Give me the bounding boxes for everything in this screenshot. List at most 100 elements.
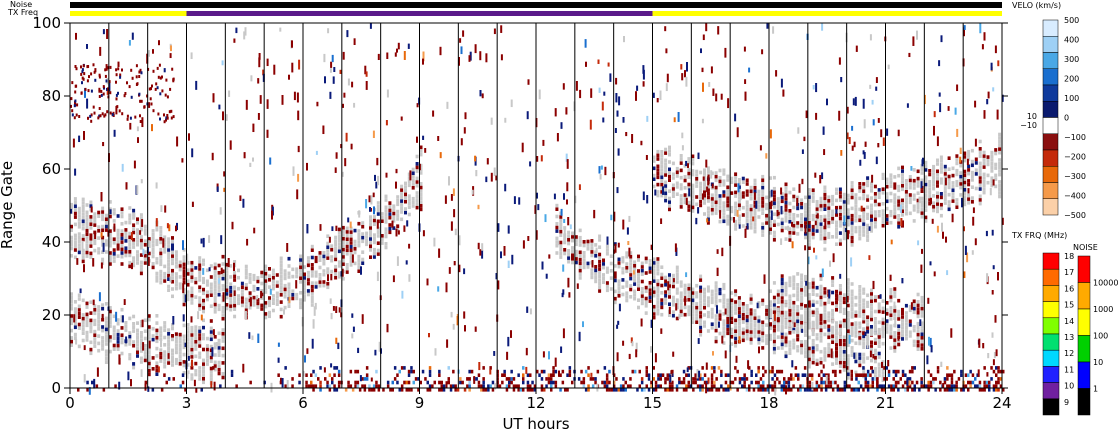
echo-cell-4957 [109, 209, 112, 215]
echo-cell-821 [388, 205, 392, 209]
echo-cell-2474 [656, 264, 660, 269]
echo-cell-121 [108, 229, 112, 233]
echo-cell-4345 [625, 132, 628, 137]
echo-cell-909 [70, 292, 73, 296]
echo-cell-625 [306, 256, 310, 260]
echo-cell-3840 [675, 388, 679, 392]
echo-cell-3422 [904, 325, 908, 330]
echo-cell-4386 [680, 64, 683, 70]
echo-cell-536 [271, 308, 275, 313]
echo-cell-3773 [608, 388, 611, 392]
echo-cell-2034 [924, 164, 928, 169]
echo-cell-905 [70, 306, 73, 311]
echo-cell-4054 [859, 373, 863, 377]
echo-cell-2171 [978, 179, 982, 184]
echo-cell-2728 [753, 320, 757, 324]
echo-cell-941 [85, 316, 89, 320]
echo-cell-634 [310, 270, 314, 274]
echo-cell-4627 [500, 251, 502, 259]
echo-cell-2251 [563, 251, 567, 256]
echo-cell-1017 [116, 332, 120, 337]
echo-cell-3127 [792, 293, 796, 298]
echo-cell-3205 [819, 313, 823, 318]
echo-cell-3094 [780, 281, 784, 286]
echo-cell-3620 [440, 380, 443, 385]
echo-cell-4362 [632, 270, 635, 275]
echo-cell-3545 [351, 388, 355, 392]
echo-cell-695 [337, 238, 341, 243]
echo-cell-2619 [714, 288, 718, 293]
echo-cell-4193 [981, 388, 984, 392]
echo-cell-2270 [571, 238, 574, 243]
echo-cell-343 [190, 279, 194, 283]
echo-cell-877 [415, 183, 419, 188]
echo-cell-893 [419, 167, 423, 171]
echo-cell-963 [93, 304, 97, 308]
echo-cell-2564 [695, 291, 699, 295]
echo-cell-4462 [422, 51, 425, 62]
echo-cell-1471 [722, 172, 726, 176]
echo-cell-3875 [703, 380, 707, 385]
echo-cell-2432 [644, 296, 648, 301]
echo-cell-954 [93, 344, 97, 348]
echo-cell-4798 [208, 235, 211, 243]
echo-cell-584 [287, 264, 291, 268]
echo-cell-3723 [550, 377, 553, 381]
txfreq-segment-1 [186, 11, 653, 16]
echo-cell-4506 [353, 102, 356, 108]
echo-cell-610 [303, 290, 306, 295]
echo-cell-4754 [964, 245, 967, 255]
echo-cell-2333 [598, 238, 602, 242]
echo-cell-244 [155, 242, 159, 247]
echo-cell-833 [396, 209, 400, 214]
echo-cell-149 [120, 240, 124, 244]
echo-cell-346 [190, 268, 194, 272]
echo-cell-4120 [911, 366, 914, 370]
echo-cell-2315 [594, 272, 598, 276]
echo-cell-627 [310, 299, 314, 304]
echo-cell-3782 [615, 377, 618, 381]
echo-cell-1676 [800, 198, 804, 202]
echo-cell-3897 [722, 388, 725, 392]
echo-cell-3905 [731, 380, 735, 385]
echo-cell-1185 [190, 373, 194, 377]
echo-cell-3766 [603, 380, 607, 385]
echo-cell-1234 [205, 355, 209, 359]
echo-cell-2545 [687, 287, 691, 291]
echo-cell-1547 [753, 226, 757, 230]
echo-cell-1707 [811, 228, 815, 233]
echo-cell-4028 [834, 380, 837, 385]
echo-cell-2837 [796, 326, 800, 331]
echo-cell-4069 [871, 384, 874, 388]
echo-cell-1641 [788, 238, 792, 242]
echo-cell-4056 [862, 373, 865, 377]
echo-cell-1984 [908, 196, 912, 201]
echo-cell-2656 [730, 320, 734, 324]
echo-cell-1175 [186, 352, 190, 356]
echo-cell-847 [404, 207, 407, 211]
echo-cell-4594 [759, 145, 762, 151]
echo-cell-4121 [913, 388, 916, 392]
echo-cell-138 [116, 243, 120, 247]
echo-cell-165 [128, 264, 132, 269]
echo-cell-1837 [854, 207, 858, 212]
echo-cell-2110 [955, 205, 959, 209]
echo-cell-4946 [208, 267, 211, 272]
echo-cell-3408 [897, 309, 901, 314]
echo-cell-1814 [846, 201, 850, 205]
echo-cell-4808 [351, 333, 354, 339]
echo-cell-1951 [897, 203, 901, 207]
echo-cell-483 [244, 272, 248, 276]
echo-cell-3898 [724, 388, 728, 392]
echo-cell-264 [163, 275, 167, 280]
echo-cell-2294 [582, 258, 586, 262]
echo-cell-3751 [584, 388, 588, 392]
echo-cell-4471 [599, 174, 602, 180]
echo-cell-3459 [920, 336, 924, 340]
echo-cell-3951 [771, 369, 774, 374]
echo-cell-2115 [955, 172, 959, 177]
echo-cell-1044 [132, 340, 136, 344]
echo-cell-588 [291, 289, 295, 293]
echo-cell-1784 [838, 224, 842, 228]
echo-cell-3401 [897, 339, 901, 343]
